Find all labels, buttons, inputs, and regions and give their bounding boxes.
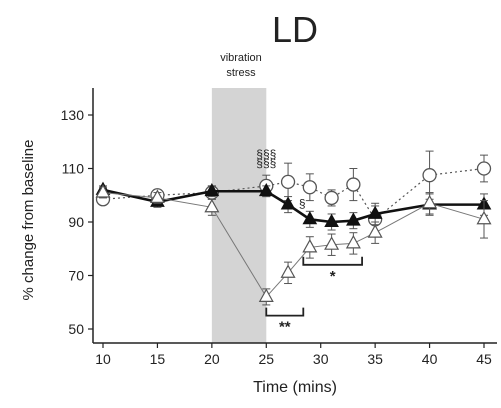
- x-tick-label: 25: [258, 351, 274, 367]
- y-axis-label: % change from baseline: [20, 140, 37, 301]
- data-point: [324, 190, 339, 206]
- significance-symbol: §: [299, 196, 306, 210]
- data-point: [204, 198, 220, 213]
- data-point: [476, 161, 492, 176]
- data-point: [324, 213, 339, 227]
- x-tick-label: 40: [422, 351, 438, 367]
- x-tick-label: 15: [150, 351, 166, 367]
- data-point: [302, 238, 318, 253]
- data-point: [346, 177, 361, 192]
- significance-symbol: §§§: [256, 156, 276, 170]
- stress-band-layer: [211, 88, 267, 343]
- chart-title: LD: [272, 9, 318, 50]
- data-point: [476, 210, 492, 225]
- x-tick-label: 35: [367, 351, 383, 367]
- x-tick-label: 30: [313, 351, 329, 367]
- data-point: [302, 211, 318, 225]
- data-point: [302, 180, 317, 195]
- x-tick-label: 10: [95, 351, 111, 367]
- data-point: [422, 194, 438, 209]
- significance-bracket: [265, 307, 305, 317]
- data-point: [422, 168, 437, 183]
- data-point: [280, 264, 296, 278]
- axes: 10 15 20 25 30 35 40 45 50 70 90 110 130: [61, 88, 497, 367]
- data-point: [324, 236, 340, 250]
- stress-label-line1: vibration: [220, 52, 262, 64]
- significance-bracket: [302, 256, 363, 266]
- significance-label: **: [279, 319, 291, 336]
- series-triangle-open: [95, 184, 492, 306]
- data-point: [258, 182, 274, 197]
- data-point: [345, 234, 361, 249]
- series-circle-open: [95, 150, 492, 234]
- y-tick-label: 90: [68, 214, 84, 230]
- significance-symbol: §§§: [256, 147, 276, 161]
- x-tick-label: 45: [476, 351, 492, 367]
- data-point: [95, 184, 111, 198]
- data-point: [367, 205, 383, 219]
- significance-label: *: [330, 268, 336, 285]
- data-point: [204, 182, 220, 197]
- stress-label-line2: stress: [226, 67, 256, 79]
- data-point: [149, 189, 165, 203]
- y-tick-label: 70: [68, 268, 84, 284]
- data-point: [280, 174, 296, 190]
- y-tick-label: 130: [61, 107, 85, 123]
- x-tick-label: 20: [204, 351, 220, 367]
- data-point: [346, 212, 361, 226]
- data-point: [258, 288, 274, 302]
- x-axis-label: Time (mins): [253, 379, 337, 396]
- y-tick-label: 50: [68, 321, 84, 337]
- series-line: [102, 167, 485, 221]
- y-tick-label: 110: [62, 161, 85, 177]
- annotations-layer: §§§§§§§***: [256, 147, 363, 336]
- data-point: [280, 196, 296, 210]
- data-point: [367, 224, 383, 238]
- series-layer: [95, 150, 492, 306]
- stress-band: [211, 88, 267, 343]
